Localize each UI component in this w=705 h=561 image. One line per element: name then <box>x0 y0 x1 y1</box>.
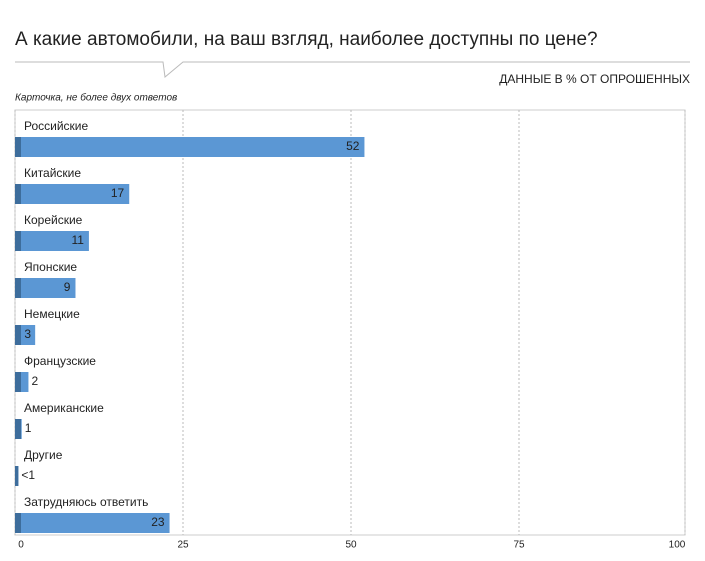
category-label: Затрудняюсь ответить <box>24 495 148 509</box>
category-label: Корейские <box>24 213 83 227</box>
value-label: 11 <box>71 233 84 247</box>
value-label: 9 <box>64 280 71 294</box>
x-tick-label: 0 <box>18 540 24 551</box>
bar-stub <box>15 372 21 392</box>
value-label: 1 <box>25 421 32 435</box>
category-label: Японские <box>24 260 77 274</box>
plot-frame <box>14 109 686 536</box>
bar <box>15 278 76 298</box>
value-label: 23 <box>151 515 165 529</box>
subtitle: Карточка, не более двух ответов <box>15 92 177 104</box>
unit-note: ДАННЫЕ В % ОТ ОПРОШЕННЫХ <box>499 72 690 86</box>
value-label: 3 <box>24 327 31 341</box>
bar-stub <box>15 278 21 298</box>
bar <box>15 513 170 533</box>
x-tick-label: 75 <box>513 540 525 551</box>
category-label: Французские <box>24 354 96 368</box>
value-label: 2 <box>31 374 38 388</box>
value-label: 52 <box>346 139 360 153</box>
bar-stub <box>15 137 21 157</box>
bar-stub <box>15 466 19 486</box>
bar-stub <box>15 184 21 204</box>
category-label: Немецкие <box>24 307 80 321</box>
bar-stub <box>15 231 21 251</box>
bar <box>15 231 89 251</box>
bar <box>15 137 365 157</box>
x-tick-label: 50 <box>345 540 357 551</box>
chart-title: А какие автомобили, на ваш взгляд, наибо… <box>15 29 598 50</box>
value-label: <1 <box>21 468 35 482</box>
category-label: Российские <box>24 119 89 133</box>
x-tick-label: 100 <box>669 540 686 551</box>
bar <box>15 184 130 204</box>
title-rule <box>15 61 690 78</box>
category-label: Китайские <box>24 166 81 180</box>
category-label: Американские <box>24 401 104 415</box>
bar-stub <box>15 513 21 533</box>
value-label: 17 <box>111 186 125 200</box>
x-tick-label: 25 <box>177 540 189 551</box>
category-label: Другие <box>24 448 63 462</box>
bar-stub <box>15 419 21 439</box>
bar-stub <box>15 325 21 345</box>
